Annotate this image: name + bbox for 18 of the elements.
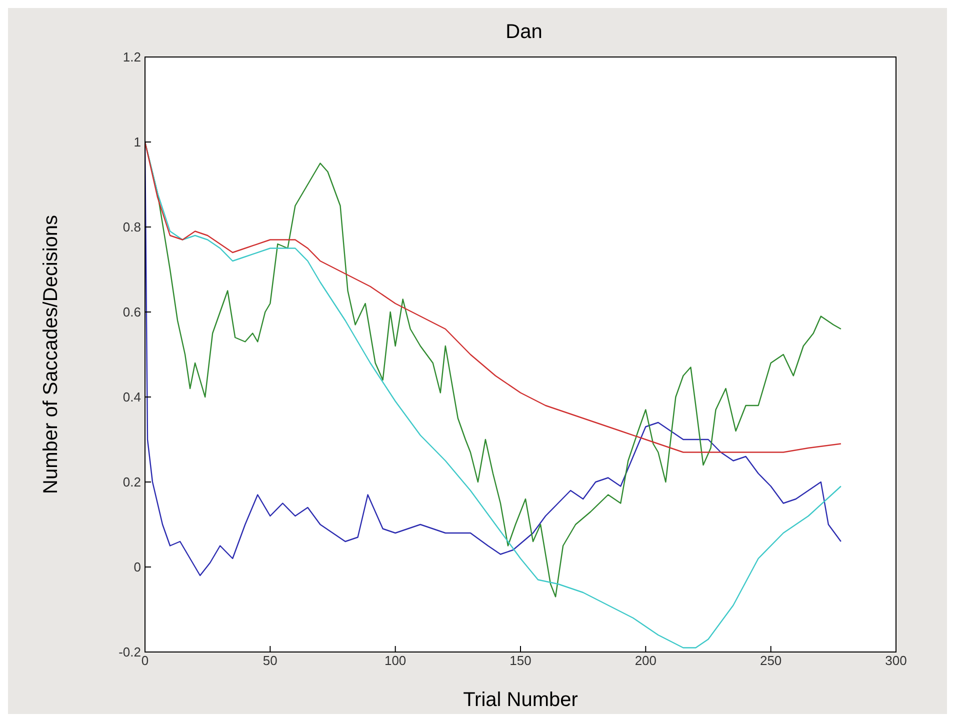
x-tick-label: 200 xyxy=(634,653,657,668)
y-tick-label: 1.2 xyxy=(122,50,141,65)
x-tick-label: 300 xyxy=(885,653,907,668)
y-tick-label: 0.8 xyxy=(122,220,141,235)
x-tick-label: 50 xyxy=(262,653,278,668)
x-tick-label: 250 xyxy=(760,653,782,668)
y-tick-label: 1 xyxy=(134,134,141,150)
line-series xyxy=(145,141,842,453)
x-tick-label: 100 xyxy=(384,653,406,668)
chart-title: Dan xyxy=(506,21,542,43)
y-tick-label: 0.4 xyxy=(122,390,141,405)
y-axis-title: Number of Saccades/Decisions xyxy=(40,214,62,494)
y-tick-label: 0 xyxy=(134,560,141,575)
y-tick-label: -0.2 xyxy=(118,644,141,660)
y-tick-label: 0.6 xyxy=(122,304,141,320)
x-axis-title: Trial Number xyxy=(463,689,578,711)
y-tick-label: 0.2 xyxy=(122,474,141,490)
x-tick-label: 150 xyxy=(510,653,532,668)
